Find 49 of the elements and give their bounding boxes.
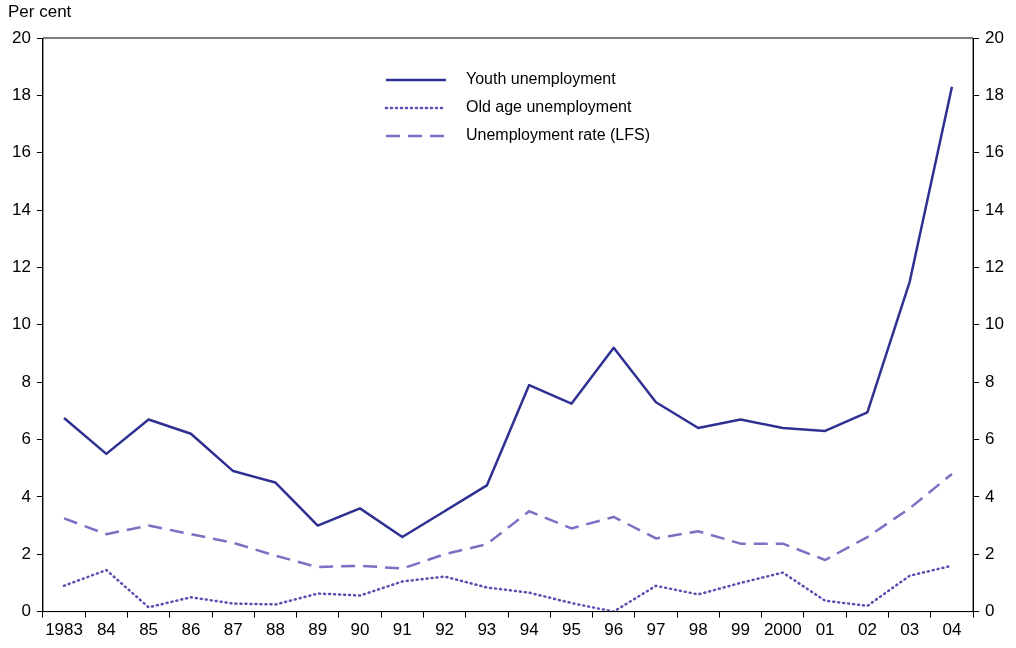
y2-tick-label: 4 (985, 486, 995, 506)
y-tick-label: 12 (11, 257, 31, 277)
x-tick-label: 02 (857, 620, 877, 640)
y2-tick-label: 16 (985, 142, 1005, 162)
x-tick-label: 04 (942, 620, 962, 640)
y-tick-label: 8 (21, 371, 31, 391)
x-tick-label: 88 (265, 620, 285, 640)
y-tick-label: 2 (21, 543, 31, 563)
y-tick-label: 6 (21, 429, 31, 449)
x-tick-label: 87 (223, 620, 243, 640)
y2-tick-label: 0 (985, 601, 995, 621)
y-tick-label: 18 (11, 85, 31, 105)
y2-tick-label: 10 (985, 314, 1005, 334)
legend-label: Youth unemployment (465, 70, 617, 88)
y2-tick-label: 20 (985, 27, 1005, 47)
x-tick-label: 94 (519, 620, 539, 640)
x-tick-label: 1983 (45, 620, 83, 640)
line-series (62, 472, 954, 570)
x-tick-label: 86 (181, 620, 201, 640)
y2-tick-label: 18 (985, 85, 1005, 105)
legend-label: Old age unemployment (465, 98, 632, 116)
legend-label: Unemployment rate (LFS) (465, 126, 651, 144)
x-tick-label: 96 (604, 620, 624, 640)
y-tick-label: 20 (11, 27, 31, 47)
y-tick-label: 0 (21, 601, 31, 621)
x-tick-label: 98 (688, 620, 708, 640)
x-tick-label: 99 (731, 620, 751, 640)
x-tick-label: 89 (308, 620, 328, 640)
x-tick-label: 85 (139, 620, 159, 640)
y2-tick-label: 14 (985, 199, 1005, 219)
x-tick-label: 84 (96, 620, 116, 640)
y-tick-label: 16 (11, 142, 31, 162)
x-tick-label: 95 (561, 620, 581, 640)
y2-tick-label: 12 (985, 257, 1005, 277)
x-tick-label: 92 (435, 620, 455, 640)
y2-tick-label: 8 (985, 371, 995, 391)
y-axis-title: Per cent (8, 2, 72, 22)
y-tick-label: 4 (21, 486, 31, 506)
y2-tick-label: 2 (985, 543, 995, 563)
y-tick-label: 10 (11, 314, 31, 334)
x-tick-label: 03 (900, 620, 920, 640)
y2-tick-label: 6 (985, 429, 995, 449)
x-tick-label: 97 (646, 620, 666, 640)
y-tick-label: 14 (11, 199, 31, 219)
x-tick-label: 91 (392, 620, 412, 640)
x-tick-label: 93 (477, 620, 497, 640)
x-tick-label: 90 (350, 620, 370, 640)
x-tick-label: 01 (815, 620, 835, 640)
x-tick-label: 2000 (763, 620, 802, 640)
